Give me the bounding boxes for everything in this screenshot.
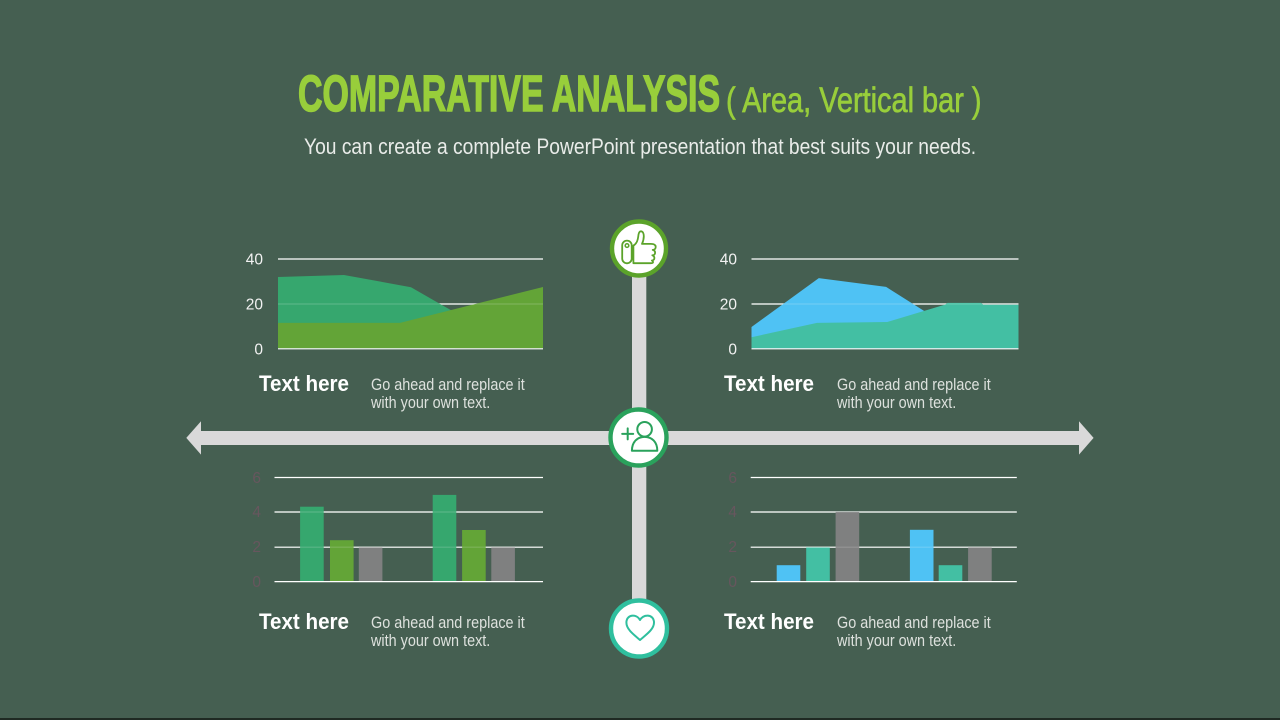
svg-text:0: 0 [252,574,261,591]
svg-text:6: 6 [728,470,737,487]
svg-text:6: 6 [252,470,261,487]
svg-text:0: 0 [254,342,263,359]
svg-text:40: 40 [720,252,738,269]
svg-text:20: 20 [720,297,738,314]
svg-text:0: 0 [728,574,737,591]
svg-text:2: 2 [728,539,737,556]
svg-text:4: 4 [252,504,261,521]
svg-text:20: 20 [246,297,264,314]
svg-text:2: 2 [252,539,261,556]
svg-text:0: 0 [728,342,737,359]
svg-text:40: 40 [246,252,264,269]
svg-text:4: 4 [728,504,737,521]
